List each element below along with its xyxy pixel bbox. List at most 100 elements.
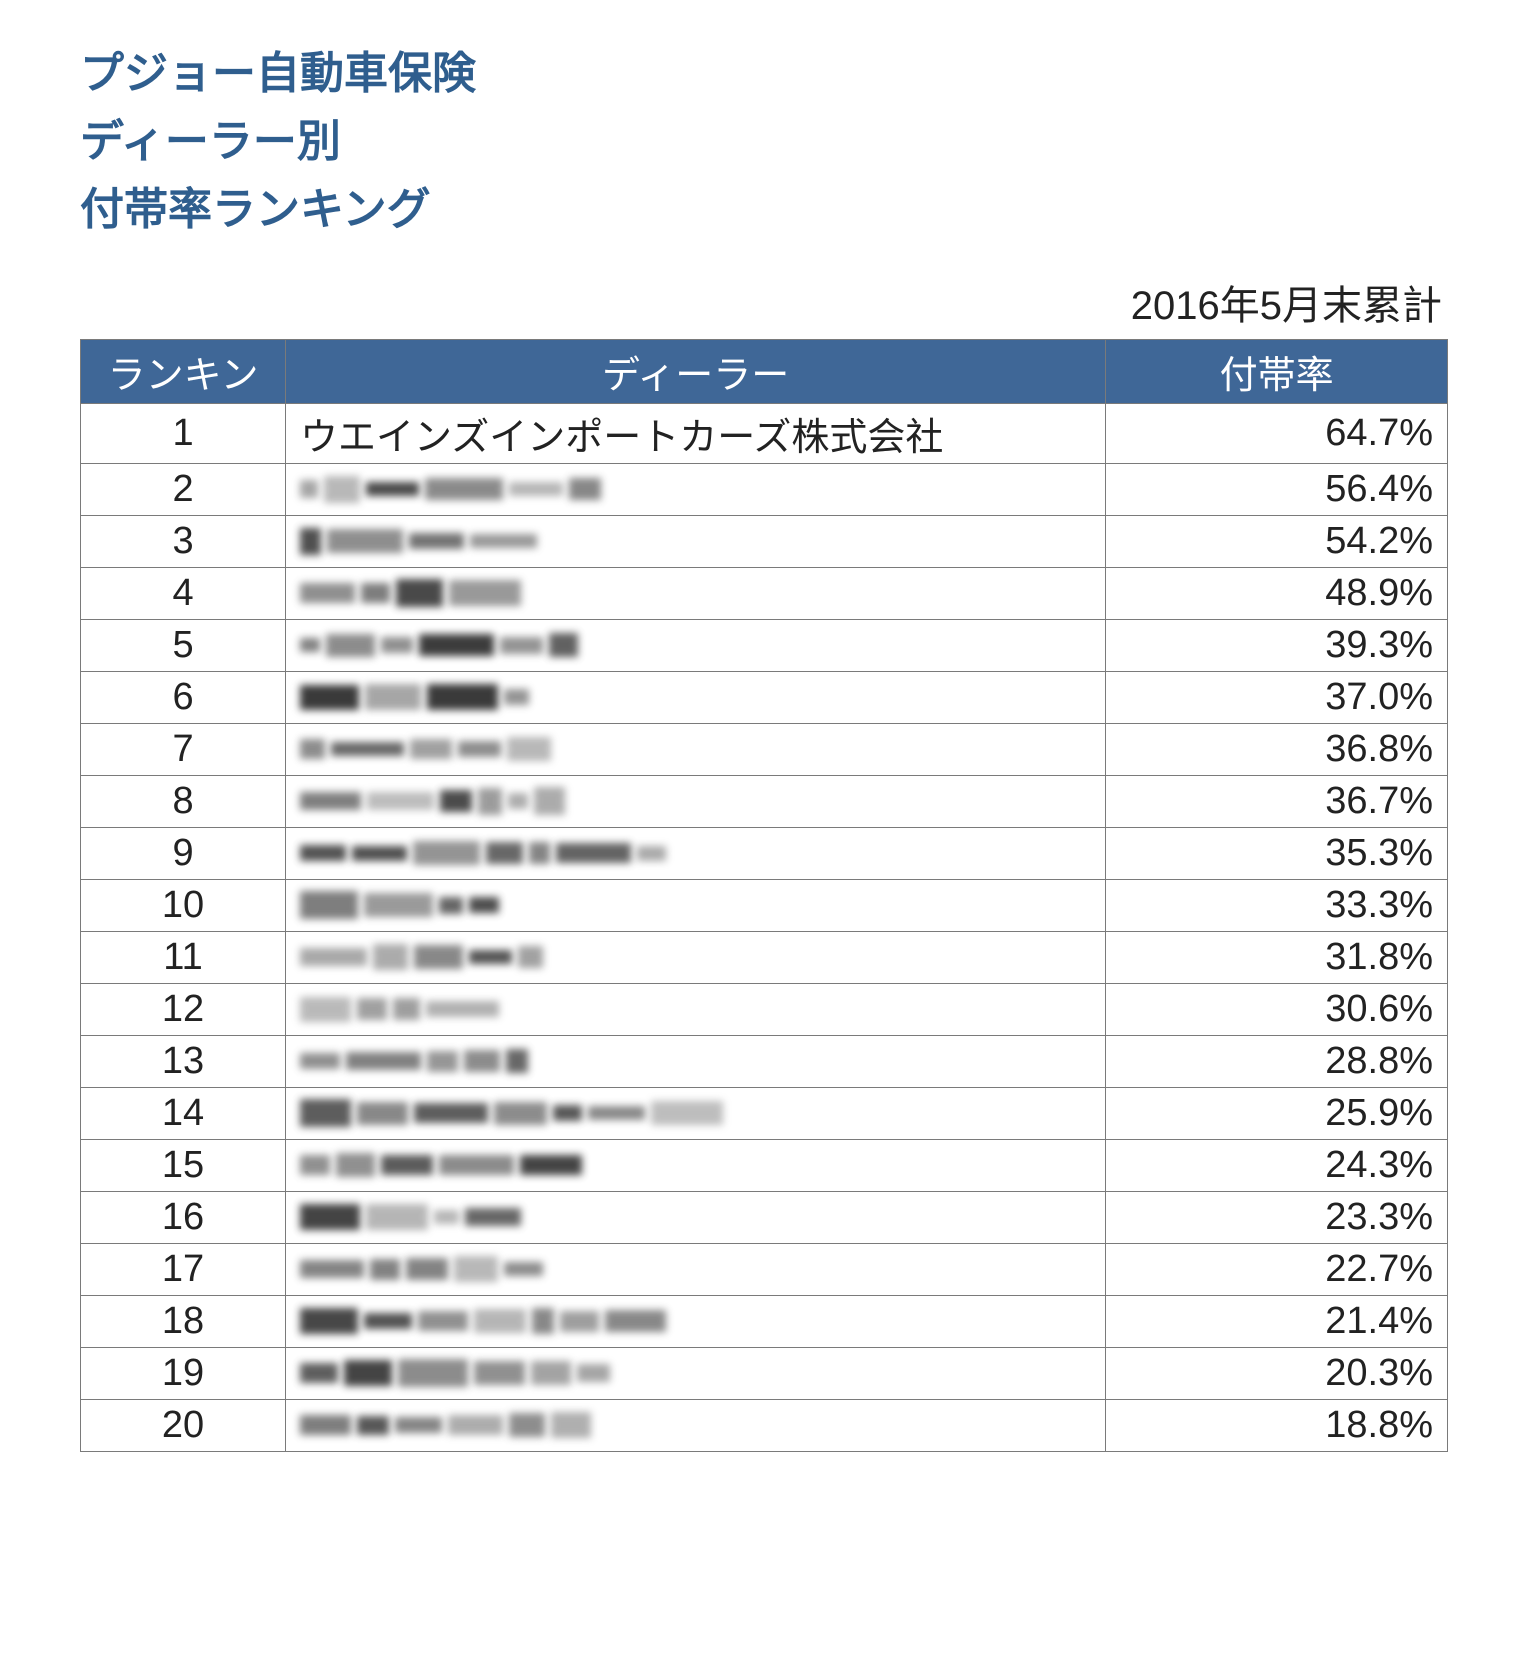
cell-dealer — [286, 1243, 1106, 1295]
table-row: 1623.3% — [81, 1191, 1448, 1243]
cell-dealer — [286, 775, 1106, 827]
cell-dealer — [286, 619, 1106, 671]
cell-rate: 37.0% — [1106, 671, 1448, 723]
redacted-dealer — [300, 882, 1091, 929]
cell-rank: 20 — [81, 1399, 286, 1451]
cell-rank: 19 — [81, 1347, 286, 1399]
cell-dealer — [286, 567, 1106, 619]
table-row: 14 25.9% — [81, 1087, 1448, 1139]
table-row: 18 21.4% — [81, 1295, 1448, 1347]
redacted-dealer — [300, 1298, 1091, 1345]
page: プジョー自動車保険 ディーラー別 付帯率ランキング 2016年5月末累計 ランキ… — [0, 0, 1528, 1512]
table-row: 12 30.6% — [81, 983, 1448, 1035]
title-line-2: ディーラー別 — [80, 108, 1448, 176]
table-row: 17 22.7% — [81, 1243, 1448, 1295]
redacted-dealer — [300, 1246, 1091, 1293]
cell-rate: 25.9% — [1106, 1087, 1448, 1139]
redacted-dealer — [300, 674, 1091, 721]
cell-dealer — [286, 1087, 1106, 1139]
cell-rate: 33.3% — [1106, 879, 1448, 931]
cell-rate: 36.7% — [1106, 775, 1448, 827]
cell-rate: 21.4% — [1106, 1295, 1448, 1347]
cell-rank: 9 — [81, 827, 286, 879]
col-header-rate: 付帯率 — [1106, 339, 1448, 403]
table-header-row: ランキン ディーラー 付帯率 — [81, 339, 1448, 403]
redacted-dealer — [300, 726, 1091, 773]
cell-rate: 56.4% — [1106, 463, 1448, 515]
cell-rate: 22.7% — [1106, 1243, 1448, 1295]
title-block: プジョー自動車保険 ディーラー別 付帯率ランキング — [80, 40, 1448, 245]
cell-rank: 14 — [81, 1087, 286, 1139]
cell-dealer — [286, 671, 1106, 723]
redacted-dealer — [300, 1090, 1091, 1137]
redacted-dealer — [300, 622, 1091, 669]
cell-rate: 18.8% — [1106, 1399, 1448, 1451]
redacted-dealer — [300, 986, 1091, 1033]
redacted-dealer — [300, 1350, 1091, 1397]
col-header-dealer: ディーラー — [286, 339, 1106, 403]
table-row: 15 24.3% — [81, 1139, 1448, 1191]
cell-rank: 8 — [81, 775, 286, 827]
period-label: 2016年5月末累計 — [80, 273, 1448, 331]
cell-dealer — [286, 1399, 1106, 1451]
cell-rank: 11 — [81, 931, 286, 983]
cell-dealer — [286, 515, 1106, 567]
table-row: 6 37.0% — [81, 671, 1448, 723]
redacted-dealer — [300, 830, 1091, 877]
title-line-3: 付帯率ランキング — [80, 176, 1448, 244]
table-row: 10 33.3% — [81, 879, 1448, 931]
table-row: 8 36.7% — [81, 775, 1448, 827]
cell-rank: 2 — [81, 463, 286, 515]
cell-rate: 35.3% — [1106, 827, 1448, 879]
cell-rank: 6 — [81, 671, 286, 723]
cell-rate: 30.6% — [1106, 983, 1448, 1035]
cell-rank: 18 — [81, 1295, 286, 1347]
cell-rank: 15 — [81, 1139, 286, 1191]
cell-rate: 39.3% — [1106, 619, 1448, 671]
cell-rank: 3 — [81, 515, 286, 567]
cell-rate: 54.2% — [1106, 515, 1448, 567]
cell-dealer — [286, 1295, 1106, 1347]
table-row: 19 20.3% — [81, 1347, 1448, 1399]
table-row: 11 31.8% — [81, 931, 1448, 983]
cell-rank: 17 — [81, 1243, 286, 1295]
cell-dealer — [286, 1347, 1106, 1399]
ranking-table: ランキン ディーラー 付帯率 1ウエインズインポートカーズ株式会社64.7%25… — [80, 339, 1448, 1452]
col-header-rank: ランキン — [81, 339, 286, 403]
table-row: 7 36.8% — [81, 723, 1448, 775]
redacted-dealer — [300, 1038, 1091, 1085]
cell-rank: 16 — [81, 1191, 286, 1243]
redacted-dealer — [300, 1194, 1091, 1241]
cell-rate: 24.3% — [1106, 1139, 1448, 1191]
redacted-dealer — [300, 466, 1091, 513]
redacted-dealer — [300, 778, 1091, 825]
cell-dealer: ウエインズインポートカーズ株式会社 — [286, 403, 1106, 463]
cell-rate: 48.9% — [1106, 567, 1448, 619]
title-line-1: プジョー自動車保険 — [80, 40, 1448, 108]
cell-rate: 64.7% — [1106, 403, 1448, 463]
cell-rate: 36.8% — [1106, 723, 1448, 775]
cell-dealer — [286, 463, 1106, 515]
table-row: 1328.8% — [81, 1035, 1448, 1087]
cell-dealer — [286, 1191, 1106, 1243]
redacted-dealer — [300, 934, 1091, 981]
cell-dealer — [286, 827, 1106, 879]
cell-dealer — [286, 723, 1106, 775]
table-row: 3 54.2% — [81, 515, 1448, 567]
cell-rank: 10 — [81, 879, 286, 931]
cell-rate: 31.8% — [1106, 931, 1448, 983]
table-row: 1ウエインズインポートカーズ株式会社64.7% — [81, 403, 1448, 463]
cell-rank: 1 — [81, 403, 286, 463]
cell-dealer — [286, 1035, 1106, 1087]
cell-rate: 20.3% — [1106, 1347, 1448, 1399]
table-body: 1ウエインズインポートカーズ株式会社64.7%256.4%354.2%448.9… — [81, 403, 1448, 1451]
table-row: 448.9% — [81, 567, 1448, 619]
redacted-dealer — [300, 1142, 1091, 1189]
table-row: 2 56.4% — [81, 463, 1448, 515]
cell-rank: 7 — [81, 723, 286, 775]
cell-rank: 12 — [81, 983, 286, 1035]
cell-dealer — [286, 1139, 1106, 1191]
cell-dealer — [286, 983, 1106, 1035]
redacted-dealer — [300, 1402, 1091, 1449]
cell-rank: 5 — [81, 619, 286, 671]
